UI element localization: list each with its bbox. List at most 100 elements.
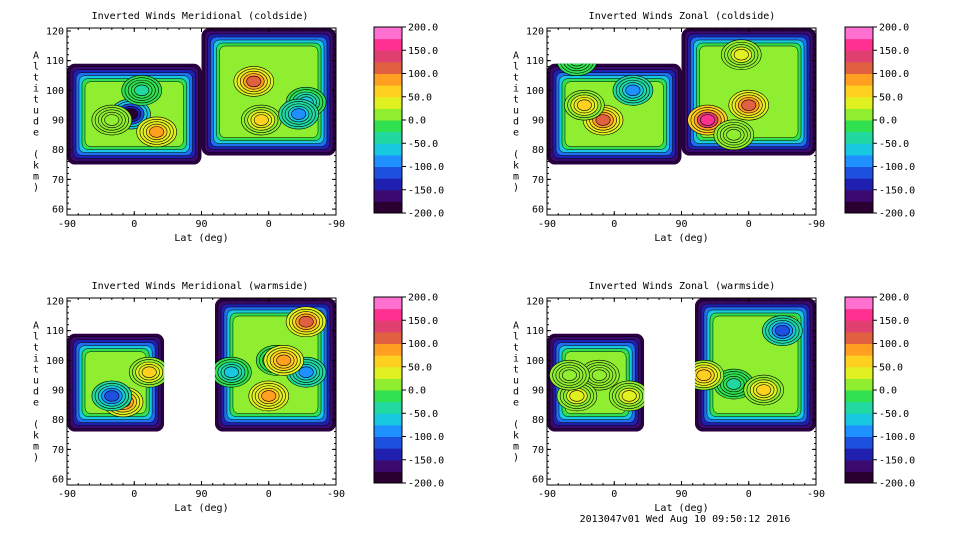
colorbar-tick-label: 0.0 xyxy=(408,116,426,127)
colorbar-swatch xyxy=(845,413,873,426)
x-tick-label: 0 xyxy=(746,489,752,500)
y-tick-label: 120 xyxy=(526,296,544,307)
contour-feature xyxy=(569,54,585,67)
colorbar-swatch xyxy=(374,201,402,214)
y-tick-label: 110 xyxy=(526,56,544,67)
contour-feature xyxy=(149,126,165,138)
wind-field xyxy=(67,28,336,165)
y-tick-label: 90 xyxy=(532,116,544,127)
colorbar: 200.0 150.0 100.0 50.0 0.0 -50.0 -100.0 -150.0 -… xyxy=(373,293,444,490)
colorbar-swatch xyxy=(374,413,402,426)
colorbar-swatch xyxy=(374,61,402,74)
colorbar-swatch xyxy=(374,96,402,109)
colorbar-swatch xyxy=(374,343,402,356)
y-tick-label: 100 xyxy=(46,356,64,367)
colorbar-tick-label: 200.0 xyxy=(408,293,438,304)
colorbar: 200.0 150.0 100.0 50.0 0.0 -50.0 -100.0 -150.0 -… xyxy=(373,23,444,220)
wind-field xyxy=(547,298,816,432)
colorbar-swatch xyxy=(374,131,402,144)
colorbar-swatch xyxy=(374,436,402,449)
contour-feature xyxy=(726,378,742,390)
colorbar-swatch xyxy=(845,178,873,191)
contour-feature xyxy=(160,40,176,52)
contour-feature xyxy=(153,35,182,57)
contour-feature xyxy=(593,300,635,332)
colorbar-swatch xyxy=(845,308,873,321)
contour-feature xyxy=(147,30,189,62)
colorbar-tick-label: 0.0 xyxy=(879,116,897,127)
colorbar-swatch xyxy=(845,424,873,437)
contour-feature xyxy=(298,316,314,328)
y-tick-label: 80 xyxy=(52,145,64,156)
y-tick-label: 60 xyxy=(532,205,544,216)
colorbar-swatch xyxy=(374,38,402,51)
wind-field xyxy=(547,28,816,165)
contour-feature xyxy=(253,114,269,126)
colorbar-swatch xyxy=(845,366,873,379)
colorbar-swatch xyxy=(374,27,402,40)
x-tick-label: -90 xyxy=(807,219,825,230)
colorbar-tick-label: -50.0 xyxy=(879,409,909,420)
colorbar-swatch xyxy=(374,73,402,86)
chart-panel-4: Inverted Winds Zonal (warmside) 60 70 80 90 1… xyxy=(513,281,915,514)
x-tick-label: 90 xyxy=(675,219,687,230)
colorbar-tick-label: -200.0 xyxy=(879,479,915,490)
colorbar-tick-label: 0.0 xyxy=(879,386,897,397)
colorbar-swatch xyxy=(374,355,402,368)
contour-feature xyxy=(123,307,145,324)
y-tick-label: 110 xyxy=(46,326,64,337)
colorbar-swatch xyxy=(374,154,402,167)
contour-feature xyxy=(298,366,314,378)
contour-feature xyxy=(104,390,120,402)
colorbar-swatch xyxy=(374,50,402,63)
footer-timestamp: 2013047v01 Wed Aug 10 09:50:12 2016 xyxy=(579,514,791,525)
y-tick-label: 110 xyxy=(46,56,64,67)
colorbar-swatch xyxy=(374,401,402,414)
colorbar-tick-label: -200.0 xyxy=(879,209,915,220)
colorbar-swatch xyxy=(374,448,402,461)
contour-feature xyxy=(246,75,262,88)
colorbar: 200.0 150.0 100.0 50.0 0.0 -50.0 -100.0 -150.0 -… xyxy=(844,23,915,220)
colorbar-tick-label: 200.0 xyxy=(879,293,909,304)
colorbar-swatch xyxy=(845,27,873,40)
y-tick-label: 110 xyxy=(526,326,544,337)
colorbar-swatch xyxy=(845,459,873,472)
colorbar-swatch xyxy=(374,459,402,472)
contour-feature xyxy=(276,354,292,367)
y-tick-label: 100 xyxy=(526,86,544,97)
contour-feature xyxy=(597,302,632,329)
x-tick-label: -90 xyxy=(538,219,556,230)
colorbar-swatch xyxy=(374,471,402,484)
x-tick-label: 0 xyxy=(266,489,272,500)
colorbar-swatch xyxy=(845,189,873,202)
colorbar-swatch xyxy=(374,366,402,379)
colorbar-tick-label: 100.0 xyxy=(408,69,438,80)
colorbar-swatch xyxy=(845,143,873,156)
y-tick-label: 90 xyxy=(532,386,544,397)
colorbar-swatch xyxy=(845,38,873,51)
colorbar-swatch xyxy=(845,331,873,344)
colorbar-tick-label: 100.0 xyxy=(879,339,909,350)
y-tick-label: 70 xyxy=(532,445,544,456)
colorbar-swatch xyxy=(374,378,402,391)
x-tick-label: 0 xyxy=(266,219,272,230)
x-axis-label: Lat (deg) xyxy=(174,503,228,514)
colorbar-swatch xyxy=(374,390,402,403)
contour-feature xyxy=(733,49,749,61)
contour-feature xyxy=(576,99,592,111)
colorbar-tick-label: -150.0 xyxy=(408,455,444,466)
colorbar-swatch xyxy=(374,308,402,321)
colorbar: 200.0 150.0 100.0 50.0 0.0 -50.0 -100.0 -150.0 -… xyxy=(844,293,915,490)
colorbar-tick-label: -200.0 xyxy=(408,479,444,490)
colorbar-swatch xyxy=(845,401,873,414)
y-tick-label: 100 xyxy=(46,86,64,97)
x-tick-label: 90 xyxy=(195,219,207,230)
x-tick-label: -90 xyxy=(58,489,76,500)
colorbar-tick-label: -50.0 xyxy=(408,409,438,420)
y-tick-label: 80 xyxy=(52,415,64,426)
colorbar-swatch xyxy=(374,297,402,310)
x-axis-label: Lat (deg) xyxy=(174,233,228,244)
wind-field xyxy=(67,298,336,432)
